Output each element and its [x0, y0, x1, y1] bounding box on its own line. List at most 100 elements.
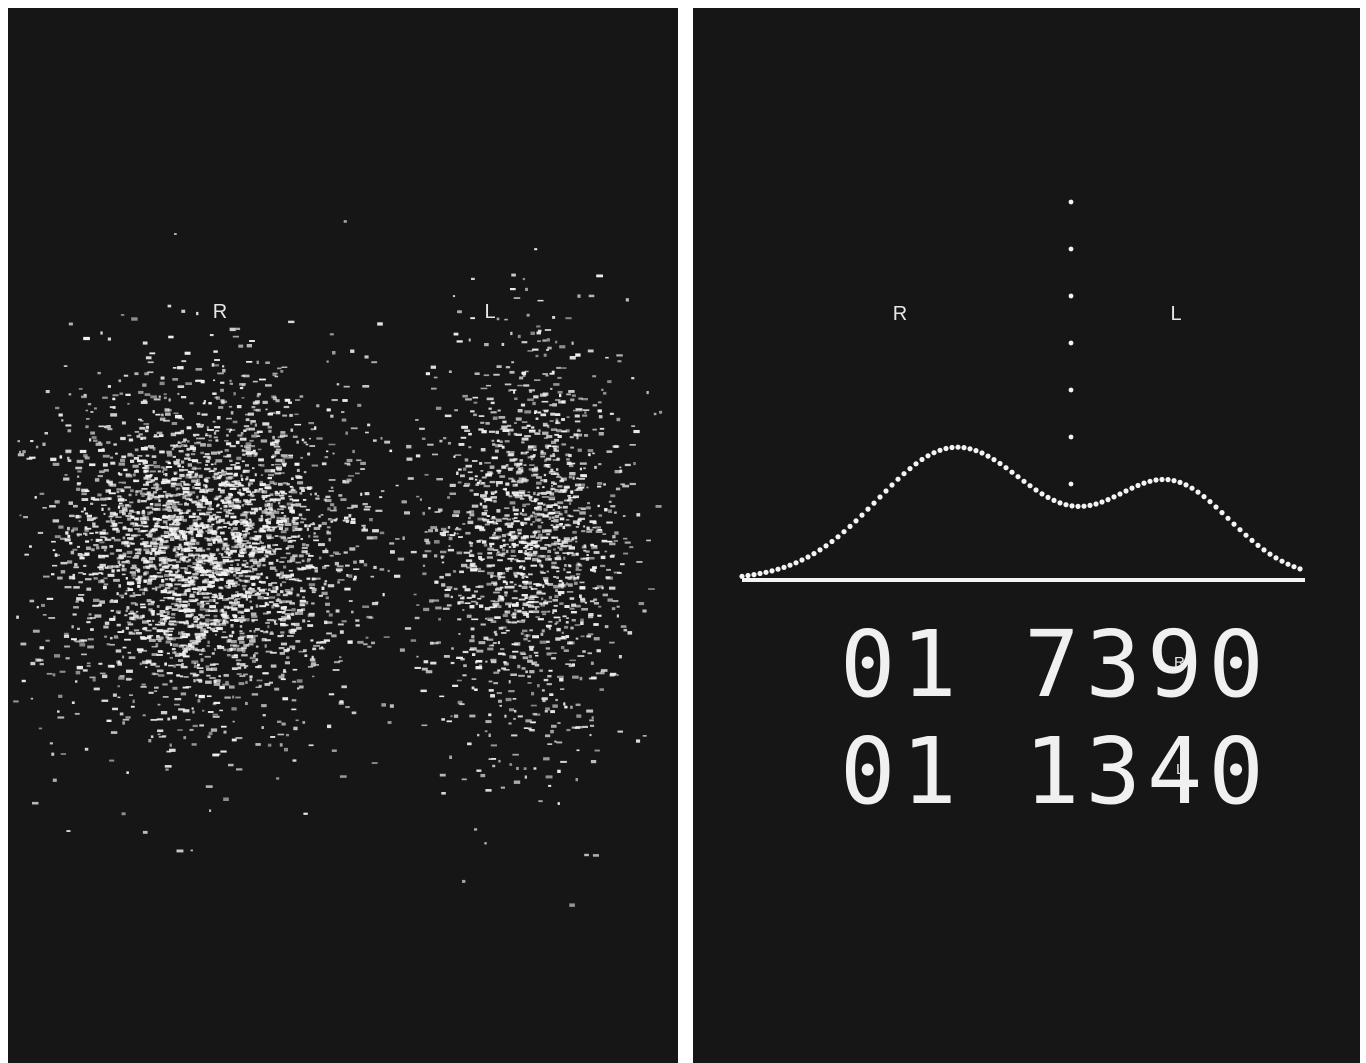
count-dot [156, 635, 160, 638]
count-dot [241, 445, 244, 447]
count-dot [174, 464, 181, 466]
count-dot [277, 598, 279, 601]
count-dot [307, 558, 311, 560]
count-dot [556, 429, 562, 432]
count-dot [238, 605, 244, 608]
count-dot [135, 553, 141, 555]
count-dot [507, 558, 514, 560]
count-dot [266, 409, 268, 411]
count-dot [547, 601, 552, 603]
count-dot [325, 496, 330, 498]
count-dot [218, 574, 222, 576]
count-dot [90, 432, 95, 435]
count-dot [478, 428, 483, 430]
count-dot [338, 624, 344, 626]
count-dot [342, 419, 347, 422]
count-dot [94, 688, 100, 691]
count-dot [542, 593, 545, 595]
count-dot [215, 609, 218, 612]
count-dot [206, 512, 212, 514]
count-dot [470, 647, 477, 650]
count-dot [592, 570, 597, 572]
count-dot [117, 624, 121, 627]
count-dot [537, 559, 540, 562]
count-dot [217, 645, 222, 647]
count-dot [215, 569, 218, 571]
count-dot [150, 503, 153, 505]
count-dot [196, 542, 200, 545]
count-dot [144, 545, 151, 547]
count-dot [481, 448, 486, 451]
count-dot [472, 678, 477, 680]
count-dot [270, 736, 275, 738]
count-dot [271, 456, 274, 458]
count-dot [242, 650, 245, 653]
count-dot [559, 678, 563, 682]
count-dot [140, 663, 142, 666]
count-dot [202, 636, 204, 638]
count-dot [530, 547, 533, 549]
count-dot [241, 570, 247, 573]
count-dot [380, 532, 384, 535]
count-dot [559, 480, 564, 482]
count-dot [286, 656, 289, 659]
count-dot [92, 526, 98, 528]
count-dot [196, 423, 200, 425]
count-dot [523, 535, 529, 538]
count-dot [113, 579, 120, 582]
count-dot [563, 568, 565, 571]
count-dot [533, 610, 539, 613]
count-dot [84, 394, 87, 397]
count-dot [518, 550, 523, 553]
count-dot [457, 533, 459, 535]
count-dot [479, 415, 485, 417]
count-dot [85, 578, 92, 580]
count-dot [155, 554, 157, 557]
count-dot [503, 669, 509, 671]
count-dot [559, 489, 566, 491]
count-dot [490, 481, 496, 483]
count-dot [97, 372, 101, 374]
count-dot [292, 699, 297, 701]
count-dot [172, 652, 175, 654]
count-dot [594, 602, 599, 605]
count-dot [300, 587, 302, 590]
count-dot [470, 317, 475, 319]
profile-dot [919, 457, 924, 462]
count-dot [531, 426, 534, 428]
count-dot [189, 644, 192, 647]
count-dot [614, 531, 618, 534]
count-dot [601, 669, 608, 672]
count-dot [325, 580, 328, 582]
count-dot [240, 612, 244, 614]
count-dot [269, 562, 274, 565]
count-dot [527, 549, 533, 551]
count-dot [292, 529, 294, 531]
count-dot [244, 425, 249, 427]
count-dot [212, 572, 216, 574]
count-dot [537, 513, 544, 516]
count-dot [367, 646, 371, 648]
count-dot [199, 670, 204, 673]
count-dot [96, 539, 100, 542]
count-dot [256, 604, 259, 607]
count-dot [143, 566, 149, 569]
count-dot [278, 734, 285, 736]
count-dot [614, 540, 618, 542]
count-dot [441, 556, 443, 559]
count-dot [190, 579, 192, 581]
count-dot [570, 399, 574, 402]
count-dot [143, 516, 149, 519]
count-dot [519, 490, 526, 492]
count-dot [614, 572, 620, 574]
count-dot [282, 505, 286, 507]
count-dot [208, 711, 214, 713]
count-dot [249, 479, 255, 482]
count-dot [76, 488, 80, 491]
count-dot [209, 435, 212, 438]
count-dot [151, 735, 154, 738]
count-dot [360, 462, 366, 465]
count-dot [546, 533, 550, 535]
count-dot [220, 532, 225, 535]
count-dot [216, 627, 223, 630]
